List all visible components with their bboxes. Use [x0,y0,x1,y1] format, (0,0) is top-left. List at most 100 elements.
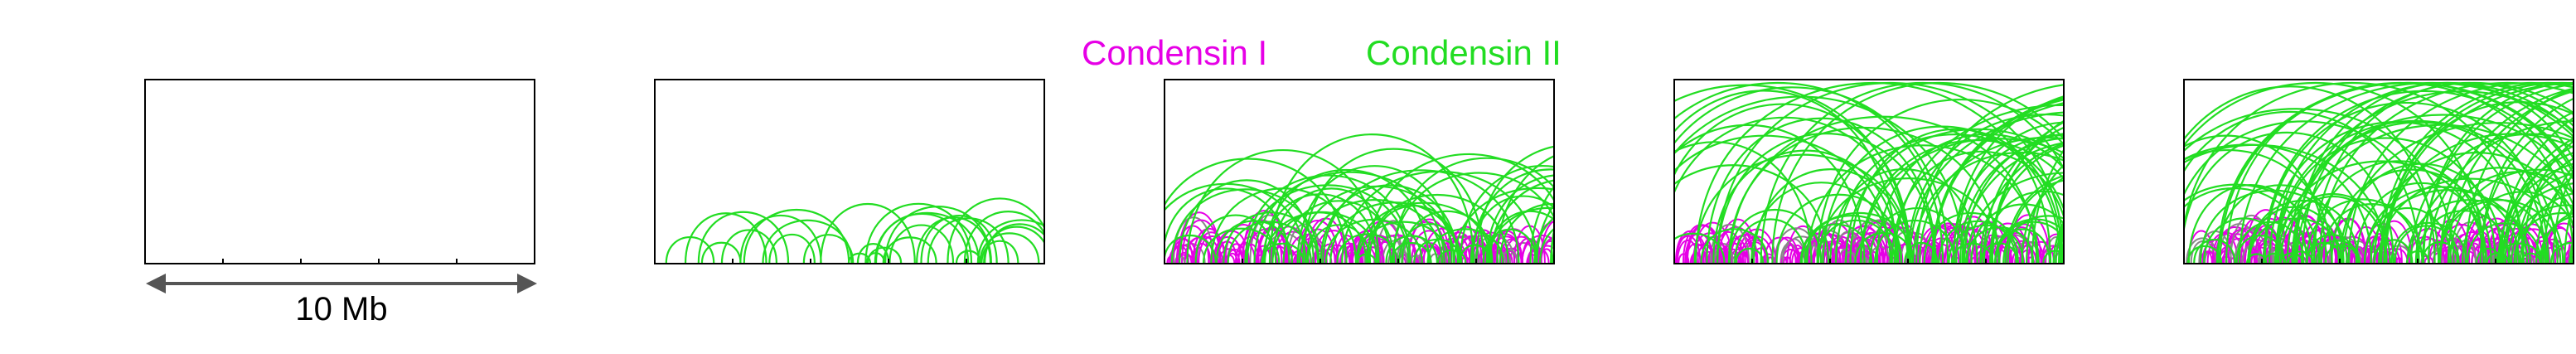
condensin-2-loop [1392,172,1554,264]
scale-bar-right-arrow [517,274,537,293]
condensin-2-loop [1979,143,2064,264]
condensin-2-loop [1305,199,1444,264]
condensin-1-loop [1521,234,1554,264]
condensin-2-loop [1223,211,1319,264]
condensin-2-loop [2279,196,2387,264]
condensin-2-loop [2184,81,2485,264]
condensin-2-loop [2031,148,2064,264]
condensin-2-loop [1397,223,1463,264]
condensin-2-loop [2274,119,2559,264]
condensin-2-loop [1324,218,1423,264]
condensin-2-loop [1760,81,2064,264]
condensin-2-loop [1322,169,1520,264]
condensin-2-loop [1835,133,2064,264]
condensin-2-loop [2427,120,2574,264]
condensin-1-loop [1494,249,1513,264]
condensin-2-loop [1727,209,1823,264]
condensin-2-loop [1319,184,1459,264]
condensin-2-loop [1215,220,1294,264]
condensin-2-loop [1994,228,2051,264]
condensin-2-loop [1955,121,2064,264]
condensin-2-loop [1227,221,1312,264]
condensin-2-loop [984,223,1044,264]
condensin-2-loop [2479,97,2574,264]
condensin-2-loop [739,214,822,264]
condensin-2-loop [2549,242,2574,264]
condensin-2-loop [2504,144,2574,264]
condensin-1-loop [1791,247,1811,264]
condensin-2-loop [1694,81,2052,264]
panel-5 [2183,79,2574,264]
scale-bar: 10 Mb [146,274,537,327]
condensin-2-loop [1426,228,1504,264]
condensin-2-loop [2339,162,2504,264]
condensin-2-loop [1706,117,1937,264]
condensin-2-loop [2025,163,2064,264]
condensin-2-loop [2264,101,2549,264]
condensin-1-loop [1783,256,1792,264]
condensin-2-loop [2380,81,2574,264]
condensin-2-loop [2447,90,2574,264]
condensin-2-loop [884,206,993,264]
condensin-2-loop [2184,187,2308,264]
condensin-2-loop [1674,134,1891,264]
condensin-2-loop [1990,126,2064,264]
condensin-2-loop [1868,206,1966,264]
condensin-2-loop [2373,239,2414,264]
legend-condensin-2: Condensin II [1366,33,1562,72]
condensin-2-loop [2461,191,2574,264]
condensin-2-loop [2331,168,2492,264]
condensin-2-loop [2422,83,2574,264]
condensin-2-loop [2479,111,2574,264]
scale-bar-label: 10 Mb [295,291,387,327]
condensin-2-loop [1712,149,1900,264]
condensin-2-loop [865,252,886,264]
condensin-2-loop [2042,250,2064,264]
condensin-2-loop [2500,116,2574,264]
condensin-2-loop [1499,202,1554,264]
panel-3-frame [1164,79,1555,264]
condensin-2-loop [1876,133,2064,264]
condensin-2-loop [1989,144,2064,264]
condensin-1-loop [1407,218,1451,264]
condensin-2-loop [1735,247,1765,264]
condensin-2-loop [768,234,816,264]
condensin-2-loop [976,219,1044,264]
condensin-2-loop [2238,82,2574,264]
condensin-1-loop [1709,223,1750,264]
condensin-2-loop [820,202,916,264]
condensin-2-loop [2184,143,2388,264]
condensin-2-loop [1475,145,1554,264]
condensin-2-loop [1470,195,1554,264]
condensin-2-loop [2390,221,2467,264]
condensin-2-loop [1366,153,1554,264]
condensin-2-loop [2439,87,2574,264]
panel-2-loops [665,197,1044,264]
condensin-2-loop [2193,238,2236,264]
condensin-2-loop [981,240,1019,264]
condensin-2-loop [1436,249,1467,264]
condensin-2-loop [947,197,1044,264]
condensin-2-loop [1262,193,1378,264]
condensin-2-loop [1165,182,1307,264]
condensin-2-loop [1950,242,1994,264]
condensin-2-loop [1253,171,1445,264]
condensin-2-loop [1674,164,1829,264]
scale-bar-left-arrow [146,274,166,293]
condensin-2-loop [2004,175,2064,264]
condensin-2-loop [2235,235,2285,264]
condensin-2-loop [1970,203,2064,264]
condensin-2-loop [1202,227,1281,264]
condensin-2-loop [1401,210,1494,264]
condensin-1-loop [2214,226,2257,264]
condensin-2-loop [2184,85,2436,264]
condensin-2-loop [1170,188,1320,264]
panel-3-loops [1165,133,1554,264]
condensin-2-loop [1915,84,2064,264]
condensin-2-loop [2421,241,2459,264]
condensin-2-loop [1931,97,2064,264]
condensin-2-loop [2448,168,2574,264]
condensin-2-loop [1552,246,1554,264]
condensin-2-loop [684,212,767,264]
